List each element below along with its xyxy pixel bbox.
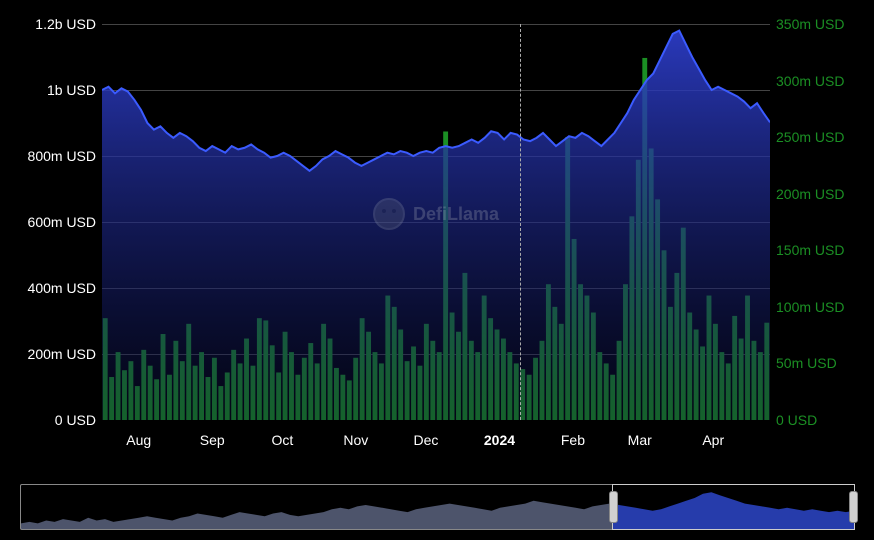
year-divider [520,24,521,420]
y-right-tick-label: 350m USD [776,16,844,32]
y-right-tick-label: 150m USD [776,242,844,258]
y-left-tick-label: 1.2b USD [35,16,96,32]
x-tick-label: Apr [702,432,724,448]
x-tick-label: Dec [414,432,439,448]
y-right-tick-label: 100m USD [776,299,844,315]
plot-region[interactable]: DefiLlama [102,24,770,420]
area-fill [102,31,770,420]
x-tick-label: Aug [126,432,151,448]
y-left-tick-label: 400m USD [28,280,96,296]
brush-handle-right[interactable] [849,491,858,523]
y-left-tick-label: 1b USD [47,82,96,98]
y-right-tick-label: 200m USD [776,186,844,202]
brush-selection[interactable] [612,484,855,530]
main-chart: DefiLlama 0 USD 200m USD 400m USD 600m USD 8… [0,0,874,470]
x-tick-label: Nov [343,432,368,448]
x-tick-label: 2024 [484,432,515,448]
x-tick-label: Mar [628,432,652,448]
y-right-tick-label: 0 USD [776,412,817,428]
y-right-tick-label: 250m USD [776,129,844,145]
chart-root: DefiLlama 0 USD 200m USD 400m USD 600m USD 8… [0,0,874,540]
brush-mini-selected [613,485,854,529]
y-left-tick-label: 0 USD [55,412,96,428]
y-left-tick-label: 600m USD [28,214,96,230]
x-tick-label: Sep [200,432,225,448]
y-left-tick-label: 800m USD [28,148,96,164]
y-right-tick-label: 300m USD [776,73,844,89]
plot-svg [102,24,770,420]
y-left-tick-label: 200m USD [28,346,96,362]
y-right-tick-label: 50m USD [776,355,837,371]
brush-timeline[interactable] [20,484,854,530]
x-tick-label: Feb [561,432,585,448]
x-tick-label: Oct [271,432,293,448]
mini-area-selected [613,492,854,529]
brush-handle-left[interactable] [609,491,618,523]
